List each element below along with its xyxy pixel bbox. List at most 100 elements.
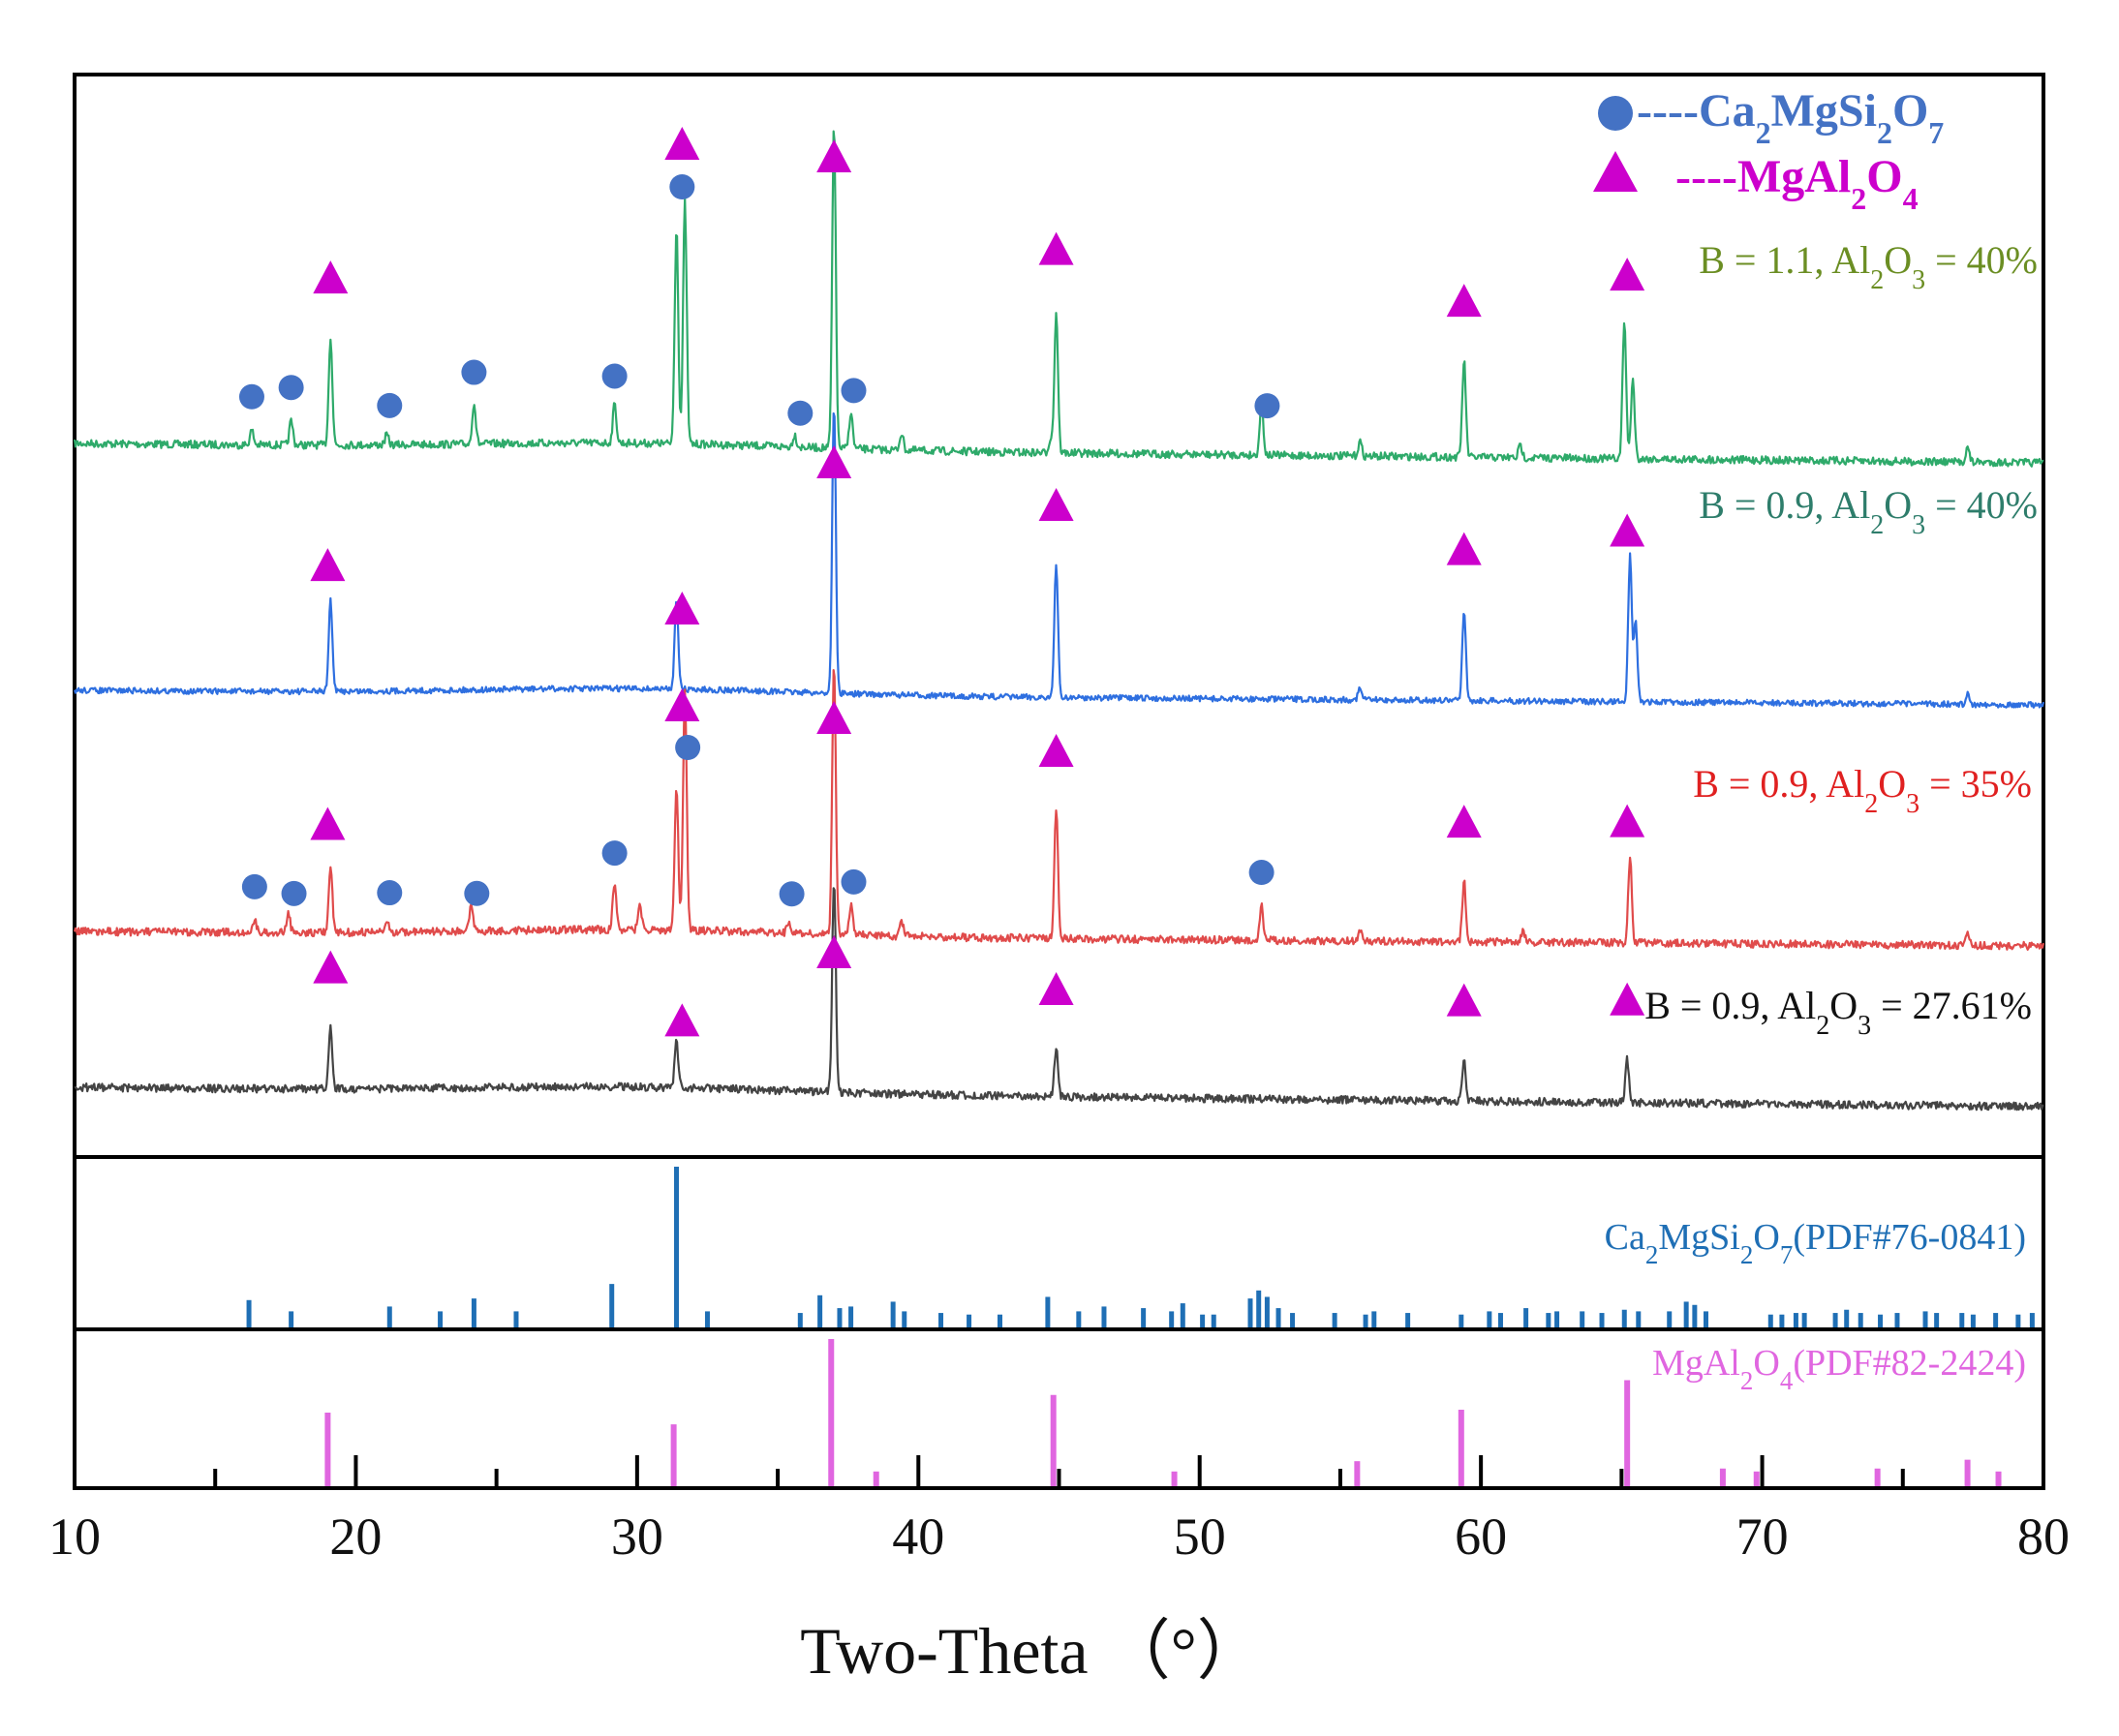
triangle-marker <box>1610 258 1645 291</box>
x-tick-label: 60 <box>1455 1508 1507 1566</box>
label-text: Ca <box>1605 1217 1645 1258</box>
circle-marker <box>669 174 695 199</box>
x-tick-label: 80 <box>2017 1508 2070 1566</box>
circle-marker <box>377 392 403 418</box>
phase-markers <box>238 127 1645 1037</box>
circle-marker <box>278 375 304 401</box>
circle-marker <box>841 378 867 404</box>
plot-area <box>73 73 2045 1490</box>
subscript: 2 <box>1877 115 1892 150</box>
circle-marker <box>1248 860 1274 886</box>
series-label: B = 1.1, Al2O3 = 40% <box>1699 238 2038 295</box>
legend-prefix: ---- <box>1675 151 1737 202</box>
circle-marker <box>377 880 403 906</box>
circle-marker <box>238 383 264 410</box>
x-tick-label: 10 <box>48 1508 101 1566</box>
subscript: 3 <box>1912 265 1925 295</box>
circle-marker <box>461 359 487 385</box>
reference-patterns: Ca2MgSi2O7(PDF#76-0841)MgAl2O4(PDF#82-24… <box>246 1167 2035 1486</box>
label-text: MgAl <box>1737 151 1851 202</box>
triangle-marker <box>816 935 852 968</box>
triangle-marker <box>816 139 852 172</box>
subscript: 2 <box>1756 115 1771 150</box>
subscript: 2 <box>1864 789 1878 819</box>
label-text: O <box>1866 151 1902 202</box>
label-text: (PDF#82-2424) <box>1793 1343 2026 1384</box>
subscript: 2 <box>1816 1011 1829 1041</box>
x-axis: 10 20 30 40 50 60 70 80 <box>48 1455 2070 1566</box>
series-line <box>73 669 2045 951</box>
triangle-marker <box>1610 982 1645 1016</box>
circle-marker <box>601 840 628 867</box>
label-text: MgSi <box>1658 1217 1739 1258</box>
label-text: B = 0.9, Al <box>1699 483 1870 527</box>
label-text: MgSi <box>1771 85 1877 137</box>
series-labels: B = 1.1, Al2O3 = 40%B = 0.9, Al2O3 = 40%… <box>1644 238 2038 1041</box>
circle-marker <box>779 881 805 907</box>
circle-marker <box>841 868 867 895</box>
label-text: = 35% <box>1919 762 2032 806</box>
legend-label: ----Ca2MgSi2O7 <box>1637 85 1944 150</box>
label-text: O <box>1753 1343 1779 1384</box>
x-axis-title: Two-Theta （°） <box>800 1614 1263 1688</box>
triangle-marker <box>1610 804 1645 838</box>
label-text: O <box>1878 762 1906 806</box>
triangle-marker <box>1446 805 1482 838</box>
subscript: 4 <box>1780 1366 1794 1395</box>
circle-marker <box>464 880 490 906</box>
subscript: 3 <box>1912 510 1925 540</box>
triangle-marker <box>1446 284 1482 318</box>
label-text: B = 0.9, Al <box>1644 984 1816 1027</box>
label-text: = 27.61% <box>1871 984 2032 1027</box>
label-text: O <box>1753 1217 1779 1258</box>
legend-label: ----MgAl2O4 <box>1675 151 1919 216</box>
triangle-marker <box>1446 532 1482 565</box>
series-label: B = 0.9, Al2O3 = 35% <box>1693 762 2032 819</box>
subscript: 2 <box>1740 1366 1754 1395</box>
triangle-marker <box>1038 231 1074 265</box>
triangle-marker <box>1038 971 1074 1005</box>
x-tick-label: 30 <box>611 1508 663 1566</box>
triangle-marker <box>310 548 346 582</box>
label-text: Ca <box>1699 85 1756 137</box>
series-line <box>73 411 2045 709</box>
legend-triangle-icon <box>1593 151 1638 192</box>
subscript: 2 <box>1870 265 1884 295</box>
label-text: O <box>1829 984 1858 1027</box>
label-text: O <box>1892 85 1928 137</box>
subscript: 3 <box>1858 1011 1871 1041</box>
x-tick-label: 20 <box>329 1508 382 1566</box>
triangle-marker <box>1038 487 1074 521</box>
legend-circle-icon <box>1598 96 1633 131</box>
subscript: 2 <box>1645 1240 1659 1269</box>
subscript: 2 <box>1740 1240 1754 1269</box>
triangle-marker <box>1610 513 1645 547</box>
subscript: 2 <box>1870 510 1884 540</box>
circle-marker <box>787 400 814 426</box>
chart-frame <box>73 73 2045 1490</box>
reference-label: MgAl2O4(PDF#82-2424) <box>1652 1343 2026 1395</box>
series-line <box>73 130 2044 468</box>
label-text: = 40% <box>1925 238 2038 282</box>
triangle-marker <box>664 688 700 721</box>
label-text: (PDF#76-0841) <box>1793 1217 2026 1258</box>
triangle-marker <box>816 701 852 734</box>
circle-marker <box>675 735 701 760</box>
series-label: B = 0.9, Al2O3 = 27.61% <box>1644 984 2032 1041</box>
legend: ----Ca2MgSi2O7----MgAl2O4 <box>1593 85 1944 216</box>
label-text: = 40% <box>1925 483 2038 527</box>
triangle-marker <box>313 950 349 984</box>
triangle-marker <box>664 127 700 160</box>
label-text: MgAl <box>1652 1343 1740 1384</box>
triangle-marker <box>313 260 349 294</box>
subscript: 3 <box>1906 789 1919 819</box>
label-text: O <box>1884 238 1912 282</box>
label-text: B = 1.1, Al <box>1699 238 1870 282</box>
x-tick-label: 70 <box>1736 1508 1789 1566</box>
triangle-marker <box>816 445 852 478</box>
subscript: 7 <box>1780 1240 1794 1269</box>
subscript: 2 <box>1851 181 1866 216</box>
series-label: B = 0.9, Al2O3 = 40% <box>1699 483 2038 540</box>
subscript: 7 <box>1928 115 1944 150</box>
